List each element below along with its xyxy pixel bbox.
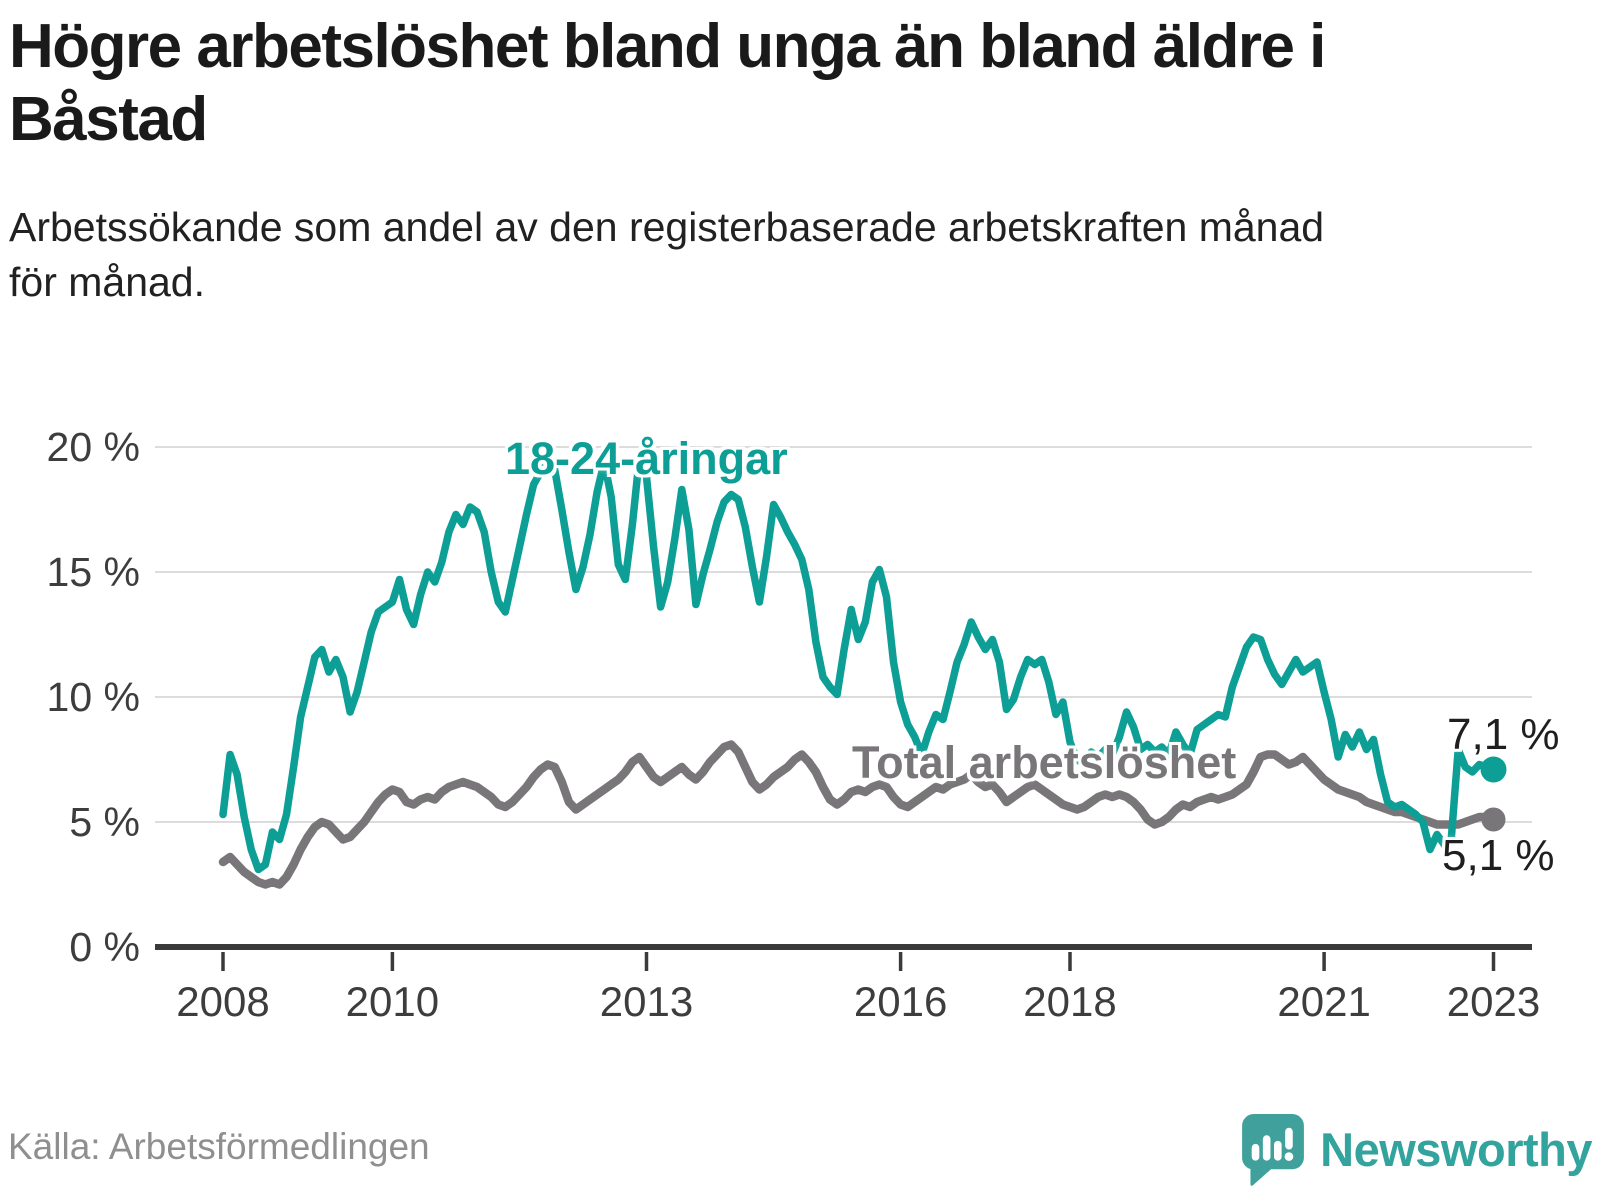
source-note: Källa: Arbetsförmedlingen [8,1126,430,1167]
end-value-total: 5,1 % [1442,831,1555,880]
page-title: Högre arbetslöshet bland unga än bland ä… [9,12,1326,155]
y-tick-label: 5 % [69,799,140,845]
series-label-youth: 18-24-åringar [505,433,788,484]
x-tick-label: 2018 [1023,978,1117,1025]
end-value-youth: 7,1 % [1447,710,1560,759]
logo-bar-2 [1263,1135,1271,1161]
logo-bar-3 [1274,1140,1282,1161]
y-tick-label: 15 % [46,549,140,595]
logo-bubble [1242,1114,1305,1186]
brand-name: Newsworthy [1320,1123,1592,1176]
x-tick-label: 2010 [345,978,440,1025]
y-tick-label: 10 % [46,674,140,720]
x-tick-label: 2016 [853,978,948,1025]
logo-bar-1 [1251,1143,1260,1161]
x-tick-label: 2023 [1446,978,1541,1025]
y-tick-label: 0 % [69,924,140,970]
newsworthy-logo-icon [1242,1114,1305,1186]
page-subtitle: Arbetssökande som andel av den registerb… [9,204,1325,305]
logo-exclamation-dot [1284,1152,1294,1161]
newsworthy-brand: Newsworthy [1240,1112,1592,1188]
y-tick-label: 20 % [46,424,140,470]
series-label-total: Total arbetslöshet [852,737,1237,788]
x-tick-label: 2021 [1277,978,1371,1025]
x-tick-label: 2013 [599,978,694,1025]
logo-exclamation-bar [1285,1127,1293,1150]
x-tick-label: 2008 [176,978,270,1025]
